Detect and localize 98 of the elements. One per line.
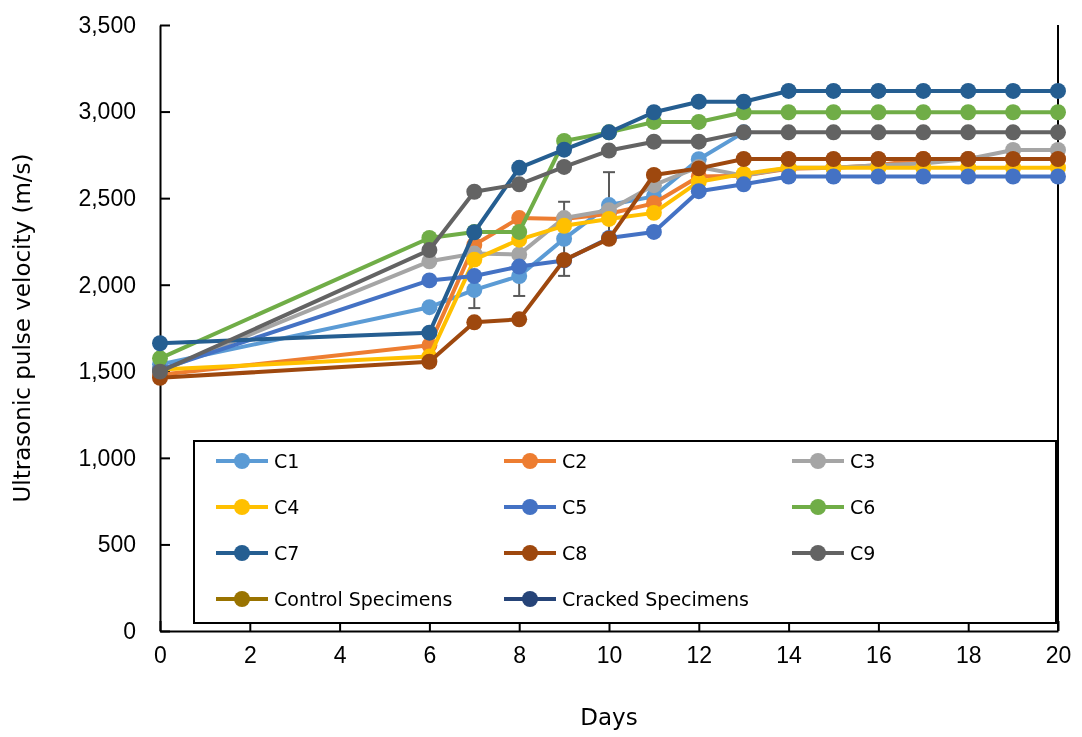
x-tick-label: 20 bbox=[1045, 642, 1072, 669]
point bbox=[1005, 83, 1022, 99]
point bbox=[960, 168, 977, 185]
point bbox=[915, 83, 932, 99]
point bbox=[690, 133, 707, 150]
y-tick-label: 1,500 bbox=[78, 358, 136, 385]
point bbox=[645, 104, 662, 121]
point bbox=[421, 353, 438, 370]
legend-label: C8 bbox=[562, 542, 588, 564]
point bbox=[870, 83, 887, 99]
point bbox=[915, 124, 932, 141]
y-tick-label: 1,000 bbox=[78, 444, 136, 471]
point bbox=[556, 159, 573, 175]
point bbox=[645, 204, 662, 221]
y-axis-title: Ultrasonic pulse velocity (m/s) bbox=[9, 153, 35, 503]
point bbox=[825, 83, 842, 99]
point bbox=[511, 176, 528, 193]
point bbox=[466, 281, 483, 298]
x-tick-label: 12 bbox=[686, 642, 713, 669]
y-tick-label: 0 bbox=[123, 617, 136, 644]
point bbox=[152, 335, 168, 352]
point bbox=[780, 168, 797, 185]
x-tick-label: 18 bbox=[955, 642, 982, 669]
legend-label: C7 bbox=[274, 542, 300, 564]
legend-label: C9 bbox=[850, 542, 876, 564]
point bbox=[735, 93, 752, 110]
legend-label: C1 bbox=[274, 450, 300, 472]
x-tick-label: 2 bbox=[243, 642, 257, 669]
point bbox=[870, 124, 887, 141]
y-tick-label: 500 bbox=[97, 531, 136, 558]
point bbox=[511, 311, 528, 328]
point bbox=[645, 166, 662, 183]
y-tick-label: 2,000 bbox=[78, 271, 136, 298]
point bbox=[780, 124, 797, 141]
legend-label: Control Specimens bbox=[274, 588, 453, 610]
x-tick-label: 16 bbox=[866, 642, 892, 669]
point bbox=[466, 183, 483, 200]
point bbox=[1050, 168, 1066, 185]
legend-label: C6 bbox=[850, 496, 876, 518]
legend-label: C4 bbox=[274, 496, 300, 518]
point bbox=[556, 141, 573, 158]
point bbox=[1005, 124, 1022, 141]
point bbox=[780, 151, 797, 167]
point bbox=[870, 104, 887, 121]
point bbox=[780, 83, 797, 99]
point bbox=[960, 104, 977, 121]
legend-label: C2 bbox=[562, 450, 588, 472]
x-tick-label: 14 bbox=[776, 642, 803, 669]
point bbox=[645, 223, 662, 240]
point bbox=[915, 104, 932, 121]
point bbox=[690, 183, 707, 200]
x-tick-label: 8 bbox=[513, 642, 527, 669]
x-tick-label: 0 bbox=[154, 642, 167, 669]
point bbox=[735, 176, 752, 193]
point bbox=[780, 104, 797, 121]
point bbox=[511, 159, 528, 176]
point bbox=[735, 151, 752, 167]
point bbox=[645, 133, 662, 150]
point bbox=[421, 272, 438, 289]
legend-label: C3 bbox=[850, 450, 876, 472]
point bbox=[825, 151, 842, 167]
point bbox=[915, 168, 932, 185]
point bbox=[556, 230, 573, 247]
point bbox=[825, 168, 842, 185]
point bbox=[690, 114, 707, 130]
legend-label: C5 bbox=[562, 496, 588, 518]
x-tick-label: 4 bbox=[333, 642, 347, 669]
x-axis-title: Days bbox=[580, 704, 638, 730]
point bbox=[601, 210, 617, 227]
point bbox=[825, 124, 842, 141]
point bbox=[690, 93, 707, 110]
y-tick-label: 3,000 bbox=[78, 98, 136, 125]
point bbox=[960, 83, 977, 99]
y-tick-label: 2,500 bbox=[78, 185, 136, 211]
point bbox=[960, 124, 977, 141]
point bbox=[556, 217, 573, 234]
point bbox=[1005, 168, 1022, 185]
legend-label: Cracked Specimens bbox=[562, 588, 749, 610]
y-tick-label: 3,500 bbox=[78, 11, 136, 38]
point bbox=[421, 242, 438, 259]
point bbox=[466, 314, 483, 331]
point bbox=[511, 223, 528, 240]
point bbox=[1050, 83, 1066, 99]
point bbox=[466, 251, 483, 268]
point bbox=[1005, 104, 1022, 121]
point bbox=[870, 168, 887, 185]
point bbox=[421, 299, 438, 316]
point bbox=[601, 142, 617, 159]
point bbox=[511, 258, 528, 275]
x-tick-label: 10 bbox=[596, 642, 623, 669]
point bbox=[466, 268, 483, 285]
point bbox=[152, 350, 168, 367]
point bbox=[870, 151, 887, 167]
point bbox=[1050, 104, 1066, 121]
point bbox=[825, 104, 842, 121]
point bbox=[421, 324, 438, 341]
x-tick-label: 6 bbox=[423, 642, 437, 669]
point bbox=[1050, 124, 1066, 141]
